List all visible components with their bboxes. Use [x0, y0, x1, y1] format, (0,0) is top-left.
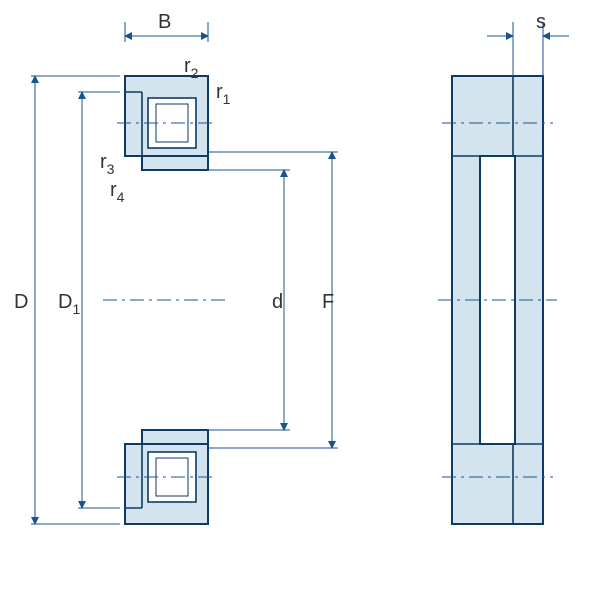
label-r3: r3 [100, 151, 115, 177]
label-s: s [536, 11, 546, 33]
label-D: D [14, 291, 28, 313]
inner-ring-top [142, 156, 208, 170]
label-B: B [158, 11, 171, 33]
label-r1: r1 [216, 81, 231, 107]
inner-ring-bot [142, 430, 208, 444]
bearing-cross-section-diagram: BsDD1dFr1r2r3r4 [0, 0, 600, 600]
label-D1: D1 [58, 291, 80, 317]
label-r4: r4 [110, 179, 125, 205]
label-F: F [322, 291, 334, 313]
label-d: d [272, 291, 283, 313]
